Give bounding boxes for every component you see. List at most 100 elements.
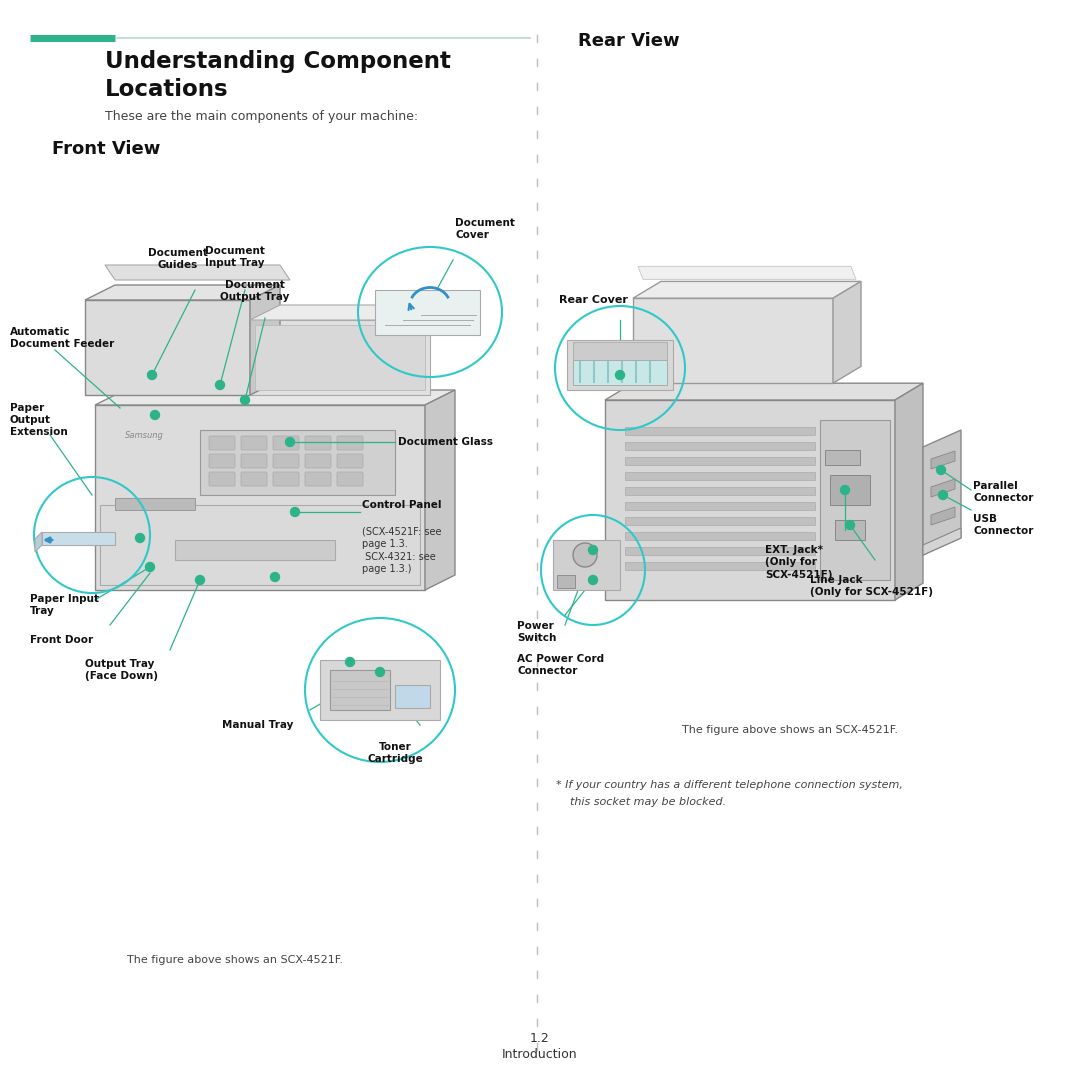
Polygon shape (114, 498, 195, 510)
FancyBboxPatch shape (337, 454, 363, 468)
Polygon shape (625, 546, 815, 555)
Polygon shape (320, 660, 440, 720)
FancyBboxPatch shape (273, 472, 299, 486)
Text: Front Door: Front Door (30, 635, 93, 645)
Text: Document
Guides: Document Guides (148, 247, 208, 270)
Text: Paper
Output
Extension: Paper Output Extension (10, 403, 68, 437)
Circle shape (291, 508, 299, 516)
Polygon shape (625, 442, 815, 450)
Polygon shape (831, 475, 870, 505)
Text: Rear Cover: Rear Cover (558, 295, 627, 305)
Text: Automatic
Document Feeder: Automatic Document Feeder (10, 327, 114, 349)
Polygon shape (553, 540, 620, 590)
Circle shape (146, 563, 154, 571)
Text: Understanding Component
Locations: Understanding Component Locations (105, 50, 450, 100)
Text: this socket may be blocked.: this socket may be blocked. (570, 797, 726, 807)
FancyArrowPatch shape (45, 538, 52, 542)
Polygon shape (85, 300, 249, 395)
Polygon shape (638, 267, 856, 280)
Circle shape (846, 521, 854, 529)
Circle shape (346, 658, 354, 666)
Circle shape (589, 545, 597, 554)
Text: Manual Tray: Manual Tray (222, 720, 294, 730)
FancyBboxPatch shape (273, 454, 299, 468)
Polygon shape (625, 502, 815, 510)
Circle shape (135, 534, 145, 542)
FancyBboxPatch shape (273, 436, 299, 450)
Circle shape (589, 576, 597, 584)
FancyBboxPatch shape (241, 454, 267, 468)
Polygon shape (625, 487, 815, 495)
Circle shape (148, 370, 157, 379)
Text: Parallel
Connector: Parallel Connector (973, 481, 1034, 503)
Polygon shape (923, 430, 961, 555)
Circle shape (241, 395, 249, 405)
Text: (SCX-4521F: see
page 1.3.
 SCX-4321: see
page 1.3.): (SCX-4521F: see page 1.3. SCX-4321: see … (362, 527, 442, 575)
Text: The figure above shows an SCX-4521F.: The figure above shows an SCX-4521F. (681, 725, 897, 735)
Circle shape (573, 543, 597, 567)
Polygon shape (100, 505, 420, 585)
Text: Document
Output Tray: Document Output Tray (220, 280, 289, 302)
FancyBboxPatch shape (241, 472, 267, 486)
Polygon shape (105, 265, 291, 280)
Polygon shape (833, 282, 861, 383)
Polygon shape (895, 383, 923, 600)
Polygon shape (557, 575, 575, 588)
FancyBboxPatch shape (210, 436, 235, 450)
Polygon shape (573, 360, 667, 384)
Polygon shape (625, 532, 815, 540)
FancyBboxPatch shape (337, 436, 363, 450)
Polygon shape (35, 532, 42, 552)
Polygon shape (249, 305, 460, 320)
Polygon shape (625, 472, 815, 480)
Polygon shape (573, 342, 667, 360)
Polygon shape (95, 405, 426, 590)
Polygon shape (825, 450, 860, 465)
Text: * If your country has a different telephone connection system,: * If your country has a different teleph… (556, 780, 903, 789)
Circle shape (150, 410, 160, 419)
Text: Output Tray
(Face Down): Output Tray (Face Down) (85, 659, 158, 681)
FancyBboxPatch shape (305, 454, 330, 468)
Text: Document
Cover: Document Cover (455, 217, 515, 240)
Polygon shape (931, 480, 955, 497)
Polygon shape (249, 320, 430, 395)
Polygon shape (255, 325, 426, 390)
Text: Power
Switch: Power Switch (517, 621, 556, 644)
Polygon shape (605, 383, 923, 400)
Text: Samsung: Samsung (125, 431, 164, 440)
Text: Rear View: Rear View (578, 32, 679, 50)
Circle shape (216, 380, 225, 390)
Polygon shape (923, 528, 961, 555)
Text: The figure above shows an SCX-4521F.: The figure above shows an SCX-4521F. (127, 955, 343, 966)
FancyBboxPatch shape (210, 454, 235, 468)
Polygon shape (95, 390, 455, 405)
Polygon shape (567, 340, 673, 390)
Polygon shape (175, 540, 335, 561)
Polygon shape (85, 285, 280, 300)
Polygon shape (820, 420, 890, 580)
Text: Toner
Cartridge: Toner Cartridge (367, 742, 423, 765)
Text: Document Glass: Document Glass (399, 437, 492, 447)
Text: Line Jack
(Only for SCX-4521F): Line Jack (Only for SCX-4521F) (810, 575, 933, 597)
FancyBboxPatch shape (210, 472, 235, 486)
Polygon shape (375, 291, 480, 335)
Polygon shape (633, 282, 861, 298)
FancyBboxPatch shape (305, 472, 330, 486)
Polygon shape (625, 427, 815, 435)
Text: Document
Input Tray: Document Input Tray (205, 245, 265, 268)
Polygon shape (200, 430, 395, 495)
Polygon shape (605, 400, 895, 600)
Polygon shape (931, 451, 955, 469)
Polygon shape (395, 685, 430, 708)
FancyBboxPatch shape (241, 436, 267, 450)
Text: These are the main components of your machine:: These are the main components of your ma… (105, 110, 418, 123)
Circle shape (936, 465, 945, 474)
Polygon shape (931, 507, 955, 525)
Polygon shape (835, 519, 865, 540)
Text: EXT. Jack*
(Only for
SCX-4521F): EXT. Jack* (Only for SCX-4521F) (765, 545, 833, 580)
Polygon shape (625, 562, 815, 570)
Circle shape (195, 576, 204, 584)
Text: Control Panel: Control Panel (362, 500, 442, 510)
Text: Paper Input
Tray: Paper Input Tray (30, 594, 99, 617)
Text: USB
Connector: USB Connector (973, 514, 1034, 536)
